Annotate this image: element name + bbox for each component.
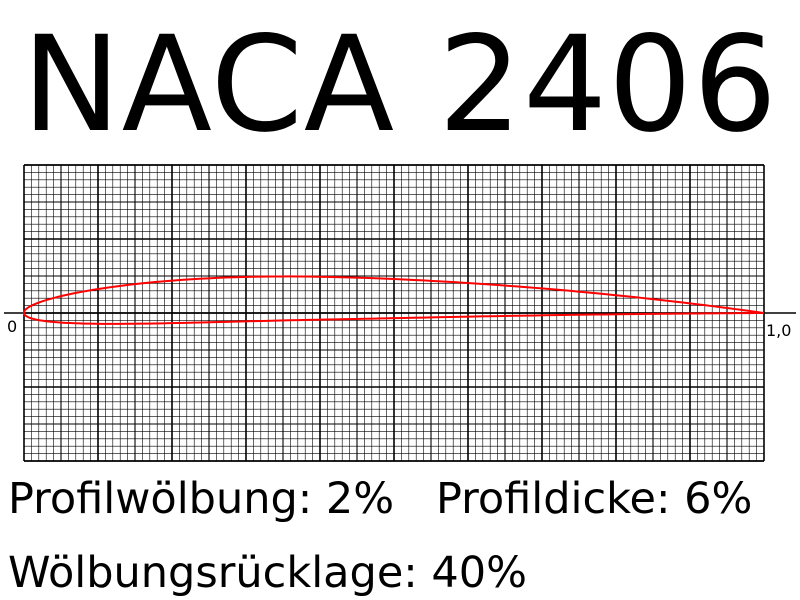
camber-label: Profilwölbung: 2% (8, 474, 395, 524)
profile-title: NACA 2406 (21, 8, 779, 162)
thickness-label: Profildicke: 6% (436, 474, 753, 524)
chord-start-label: 0 (7, 317, 17, 336)
airfoil-profile-curve (23, 275, 765, 325)
chord-end-label: 1,0 (766, 321, 791, 340)
camber-position-label: Wölbungsrücklage: 40% (8, 548, 528, 598)
